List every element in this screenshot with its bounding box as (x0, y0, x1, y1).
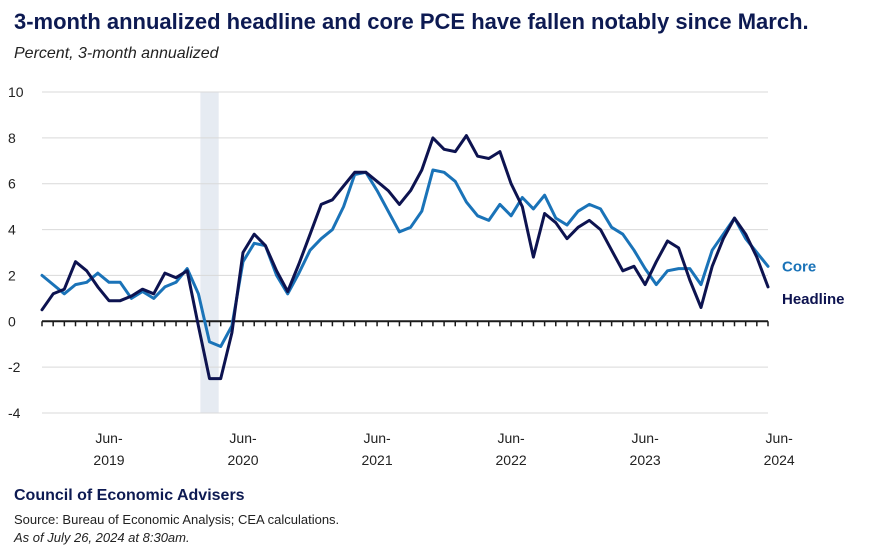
series-line-core (40, 168, 770, 348)
footer-as-of: As of July 26, 2024 at 8:30am. (14, 530, 190, 545)
x-tick-label-month: Jun- (766, 430, 794, 446)
x-tick-label-month: Jun- (229, 430, 257, 446)
series-labels: Headline Core (782, 258, 845, 308)
y-tick-label: 2 (8, 267, 16, 283)
y-tick-label: 4 (8, 222, 16, 238)
y-tick-label: 10 (8, 84, 24, 100)
gridlines (42, 91, 768, 414)
x-tick-label-year: 2019 (93, 452, 124, 468)
x-tick-label-month: Jun- (363, 430, 391, 446)
footer-source: Source: Bureau of Economic Analysis; CEA… (14, 512, 340, 527)
x-tick-label-year: 2021 (361, 452, 392, 468)
chart-title: 3-month annualized headline and core PCE… (14, 9, 809, 34)
y-tick-label: 0 (8, 313, 16, 329)
x-axis (41, 320, 769, 327)
recession-shade-layer (200, 92, 219, 413)
series-line-headline (40, 134, 770, 381)
series-lines (40, 134, 770, 381)
x-tick-label-month: Jun- (497, 430, 525, 446)
x-tick-label-month: Jun- (632, 430, 660, 446)
y-tick-label: -2 (8, 359, 21, 375)
series-label-core: Core (782, 258, 816, 275)
y-tick-label: -4 (8, 405, 21, 421)
chart-subtitle: Percent, 3-month annualized (14, 45, 219, 62)
footer-organization: Council of Economic Advisers (14, 487, 245, 504)
x-tick-label-month: Jun- (95, 430, 123, 446)
y-tick-label: 8 (8, 130, 16, 146)
x-tick-label-year: 2020 (227, 452, 258, 468)
recession-shade (200, 92, 219, 413)
y-axis-ticks: -4 -2 0 2 4 6 8 10 (8, 84, 24, 421)
y-tick-label: 6 (8, 176, 16, 192)
x-axis-ticks: Jun- 2019 Jun- 2020 Jun- 2021 Jun- 2022 Jun- 2023… (93, 430, 795, 468)
x-tick-label-year: 2024 (764, 452, 795, 468)
x-tick-label-year: 2022 (496, 452, 527, 468)
x-tick-label-year: 2023 (630, 452, 661, 468)
series-label-headline: Headline (782, 291, 845, 308)
